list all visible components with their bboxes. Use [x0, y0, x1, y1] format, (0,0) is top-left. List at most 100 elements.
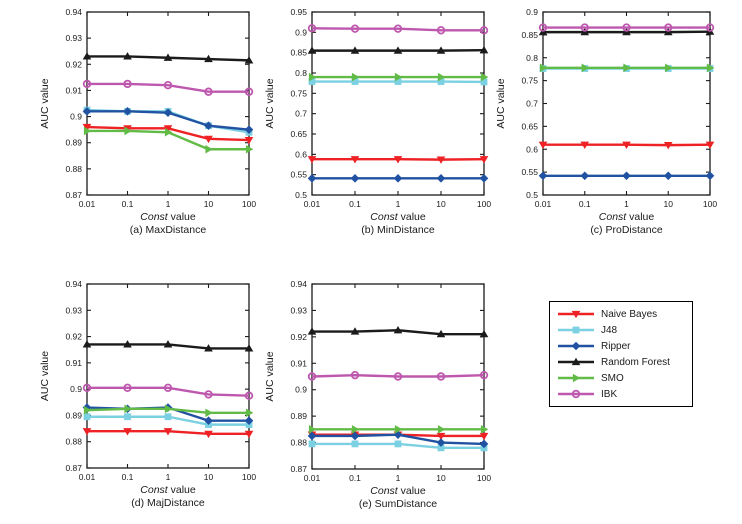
x-tick-label: 100 — [242, 199, 256, 209]
legend-label-naive-bayes: Naive Bayes — [601, 308, 658, 320]
x-tick-label: 0.1 — [349, 199, 361, 209]
series-markers-naive-bayes — [538, 141, 715, 150]
legend-item-random-forest: Random Forest — [557, 355, 690, 369]
y-tick-label: 0.9 — [295, 27, 307, 37]
subplot-caption: (a) MaxDistance — [130, 224, 207, 236]
plot-frame — [542, 11, 711, 196]
y-tick-label: 0.55 — [521, 167, 538, 177]
y-tick-label: 0.6 — [526, 144, 538, 154]
subplot-b: 0.5 0.55 0.6 0.65 0.7 0.75 0.8 0.85 0.9 0.95 0.01 0… — [264, 7, 491, 236]
y-tick-label: 0.88 — [290, 438, 307, 448]
series-markers-random-forest — [307, 45, 489, 54]
y-tick-label: 0.75 — [521, 76, 538, 86]
legend-label-j48: J48 — [601, 324, 618, 336]
random-forest-line-marker-icon — [557, 356, 595, 368]
y-tick-label: 0.92 — [65, 59, 82, 69]
x-tick-label: 0.1 — [122, 199, 134, 209]
subplot-caption: (b) MinDistance — [361, 224, 435, 236]
y-tick-label: 0.89 — [65, 410, 82, 420]
y-tick-label: 0.89 — [65, 138, 82, 148]
y-tick-label: 0.95 — [290, 7, 307, 17]
series-markers-ibk — [307, 24, 489, 35]
y-tick-label: 0.9 — [70, 384, 82, 394]
legend-item-j48: J48 — [557, 323, 690, 337]
series-markers-smo — [539, 63, 715, 73]
series-line-ibk — [87, 82, 249, 93]
y-tick-label: 0.87 — [290, 464, 307, 474]
y-tick-label: 0.94 — [65, 279, 82, 289]
series-markers-ibk — [82, 383, 254, 400]
legend-item-ripper: Ripper — [557, 339, 690, 353]
x-tick-label: 0.01 — [304, 199, 321, 209]
y-tick-label: 0.92 — [65, 332, 82, 342]
y-tick-label: 0.75 — [290, 88, 307, 98]
y-tick-label: 0.5 — [526, 190, 538, 200]
subplot-c: 0.5 0.55 0.6 0.65 0.7 0.75 0.8 0.85 0.9 0.01 0.1 1 1… — [495, 7, 717, 236]
x-axis-label: Const value — [370, 211, 426, 223]
y-tick-label: 0.9 — [70, 112, 82, 122]
y-tick-label: 0.94 — [65, 7, 82, 17]
y-axis-label: AUC value — [264, 351, 276, 401]
y-tick-label: 0.7 — [295, 109, 307, 119]
y-tick-label: 0.91 — [65, 85, 82, 95]
x-tick-label: 0.01 — [79, 199, 96, 209]
series-line-ibk — [311, 27, 484, 32]
legend-item-ibk: IBK — [557, 387, 690, 401]
y-tick-label: 0.5 — [295, 190, 307, 200]
x-tick-label: 0.01 — [535, 199, 552, 209]
y-tick-label: 0.93 — [65, 33, 82, 43]
y-tick-label: 0.85 — [290, 48, 307, 58]
y-tick-label: 0.91 — [290, 358, 307, 368]
y-tick-label: 0.87 — [65, 190, 82, 200]
x-tick-label: 10 — [204, 199, 214, 209]
legend-label-ripper: Ripper — [601, 340, 631, 352]
legend-item-smo: SMO — [557, 371, 690, 385]
x-tick-label: 1 — [166, 199, 171, 209]
x-tick-label: 1 — [396, 473, 401, 483]
y-tick-label: 0.88 — [65, 437, 82, 447]
x-axis-label: Const value — [140, 484, 196, 496]
series-markers-ripper — [82, 107, 254, 134]
y-tick-label: 0.93 — [65, 305, 82, 315]
subplot-e: 0.87 0.88 0.89 0.9 0.91 0.92 0.93 0.94 0.01 0.1 1 1… — [264, 279, 491, 510]
x-tick-label: 10 — [436, 473, 446, 483]
y-tick-label: 0.8 — [526, 53, 538, 63]
y-tick-label: 0.65 — [290, 129, 307, 139]
y-tick-label: 0.7 — [526, 99, 538, 109]
y-tick-label: 0.88 — [65, 164, 82, 174]
y-tick-label: 0.91 — [65, 358, 82, 368]
x-axis-label: Const value — [370, 485, 426, 497]
series-markers-random-forest — [307, 325, 489, 338]
legend-item-naive-bayes: Naive Bayes — [557, 307, 690, 321]
ibk-line-marker-icon — [557, 388, 595, 400]
series-markers-ibk — [538, 23, 715, 32]
series-markers-random-forest — [82, 52, 254, 64]
x-axis-label: Const value — [599, 211, 655, 223]
plot-frame — [86, 283, 250, 469]
plot-frame — [311, 11, 485, 196]
subplot-a: 0.87 0.88 0.89 0.9 0.91 0.92 0.93 0.94 0.01 0.1 1 1… — [39, 7, 256, 236]
x-tick-label: 1 — [166, 472, 171, 482]
y-tick-label: 0.8 — [295, 68, 307, 78]
subplot-caption: (c) ProDistance — [590, 224, 663, 236]
legend-label-random-forest: Random Forest — [601, 356, 670, 368]
series-markers-smo — [308, 72, 489, 82]
x-tick-label: 100 — [477, 199, 491, 209]
x-tick-label: 100 — [703, 199, 717, 209]
subplot-d: 0.87 0.88 0.89 0.9 0.91 0.92 0.93 0.94 0.01 0.1 1 1… — [39, 279, 256, 509]
y-axis-label: AUC value — [264, 78, 276, 128]
series-markers-ibk — [82, 79, 254, 96]
y-tick-label: 0.6 — [295, 149, 307, 159]
smo-line-marker-icon — [557, 372, 595, 384]
y-tick-label: 0.94 — [290, 279, 307, 289]
y-tick-label: 0.87 — [65, 463, 82, 473]
y-axis-label: AUC value — [495, 78, 507, 128]
x-tick-label: 10 — [436, 199, 446, 209]
y-axis-label: AUC value — [39, 351, 51, 401]
series-markers-random-forest — [82, 340, 254, 352]
series-markers-ripper — [307, 174, 489, 183]
series-markers-ripper — [538, 171, 715, 181]
y-tick-label: 0.9 — [295, 385, 307, 395]
